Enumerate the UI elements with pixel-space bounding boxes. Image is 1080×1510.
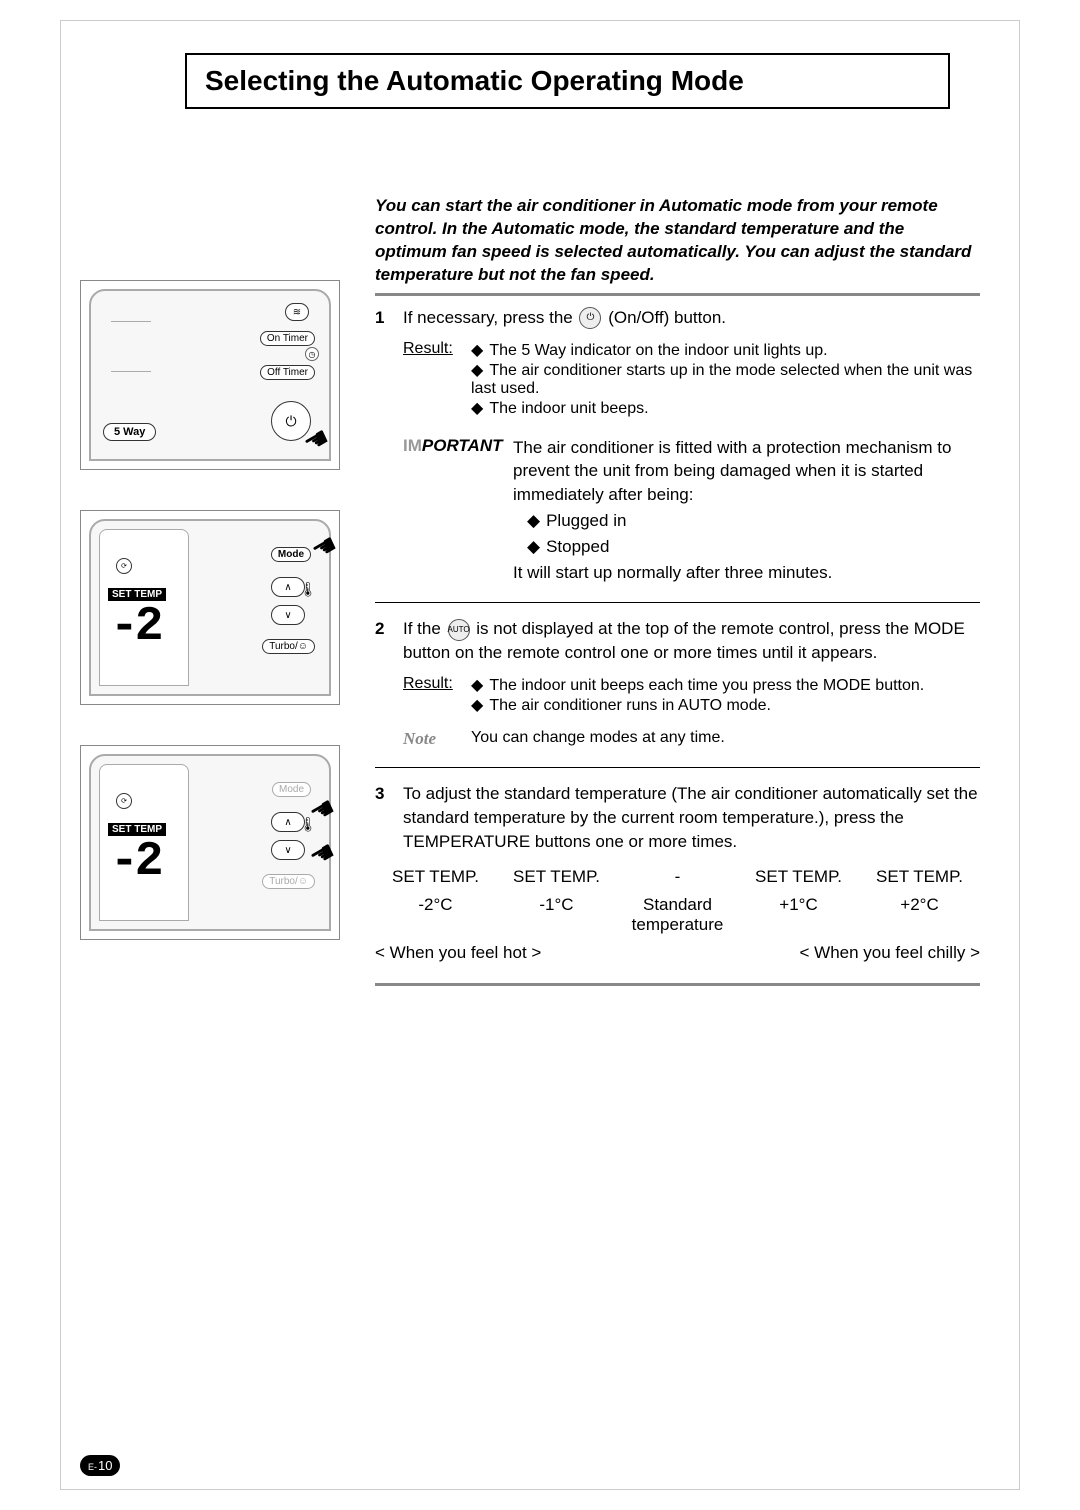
important-body: The air conditioner is fitted with a pro… [513,436,980,585]
table-caption-row: < When you feel hot > < When you feel ch… [375,943,980,963]
turbo-button: Turbo/☺ [262,639,315,654]
bullet: ◆Stopped [513,535,980,559]
step-1-result: Result: ◆The 5 Way indicator on the indo… [375,340,980,418]
auto-icon: ⟳ [116,558,132,574]
remote-display-3: ⟳ SET TEMP -2 [99,764,189,921]
temp-digit: -2 [110,600,160,654]
bullet: ◆The air conditioner starts up in the mo… [471,360,980,398]
bullet: ◆Plugged in [513,509,980,533]
step-3: 3 To adjust the standard temperature (Th… [375,782,980,853]
on-timer-button: On Timer [260,331,315,346]
divider [375,983,980,986]
bullet: ◆The air conditioner runs in AUTO mode. [471,695,980,715]
intro-text: You can start the air conditioner in Aut… [375,195,980,287]
divider [375,293,980,296]
table-cell: -2°C [375,895,496,935]
title-bar: Selecting the Automatic Operating Mode [185,53,950,109]
table-cell: Standard temperature [617,895,738,935]
pointer-hand-icon: ☚ [303,834,341,875]
temp-digit: -2 [110,835,160,889]
important-label: IMPORTANT [403,436,513,585]
pointer-hand-icon: ☚ [305,527,343,568]
instructions: You can start the air conditioner in Aut… [375,195,980,998]
off-timer-button: Off Timer [260,365,315,380]
temp-down-button: ∨ [271,840,305,860]
page-title: Selecting the Automatic Operating Mode [205,65,930,97]
step-1: 1 If necessary, press the ⏻ (On/Off) but… [375,306,980,330]
remote-figure-2: ⟳ SET TEMP -2 Mode ∧ ∨ 🌡 Turbo/☺ ☚ [80,510,340,705]
result-label: Result: [403,340,471,418]
step-2-note: Note You can change modes at any time. [375,729,980,749]
remote-figure-1: ≋ On Timer ◷ Off Timer ⏻ 5 Way ☚ [80,280,340,470]
remote-illustrations: ≋ On Timer ◷ Off Timer ⏻ 5 Way ☚ ⟳ SET T… [80,280,340,980]
remote-figure-3: ⟳ SET TEMP -2 Mode ∧ ∨ 🌡 Turbo/☺ ☚ ☚ [80,745,340,940]
table-header-row: SET TEMP. SET TEMP. - SET TEMP. SET TEMP… [375,867,980,887]
important-block: IMPORTANT The air conditioner is fitted … [375,436,980,585]
bullet: ◆The indoor unit beeps each time you pre… [471,675,980,695]
feel-hot-label: < When you feel hot > [375,943,541,963]
temperature-table: SET TEMP. SET TEMP. - SET TEMP. SET TEMP… [375,867,980,963]
step-body: If necessary, press the ⏻ (On/Off) butto… [403,306,980,330]
result-bullets: ◆The indoor unit beeps each time you pre… [471,675,980,715]
table-cell: - [617,867,738,887]
divider [375,602,980,603]
table-cell: SET TEMP. [496,867,617,887]
remote-display-2: ⟳ SET TEMP -2 [99,529,189,686]
remote-body-3: ⟳ SET TEMP -2 Mode ∧ ∨ 🌡 Turbo/☺ ☚ ☚ [89,754,331,931]
clock-icon: ◷ [305,347,319,361]
step-number: 2 [375,617,403,665]
auto-mode-icon: AUTO [448,619,470,641]
page-number: E-10 [80,1455,120,1476]
step-body: If the AUTO is not displayed at the top … [403,617,980,665]
mode-button-dim: Mode [272,782,311,797]
step-2: 2 If the AUTO is not displayed at the to… [375,617,980,665]
table-cell: SET TEMP. [375,867,496,887]
step-body: To adjust the standard temperature (The … [403,782,980,853]
divider [375,767,980,768]
feel-chilly-label: < When you feel chilly > [800,943,980,963]
power-icon: ⏻ [285,413,296,430]
temp-down-button: ∨ [271,605,305,625]
thermometer-icon: 🌡 [299,581,317,598]
result-label: Result: [403,675,471,715]
note-label: Note [403,729,471,749]
power-icon: ⏻ [579,307,601,329]
bullet: ◆The 5 Way indicator on the indoor unit … [471,340,980,360]
table-cell: +2°C [859,895,980,935]
table-cell: SET TEMP. [859,867,980,887]
remote-body-1: ≋ On Timer ◷ Off Timer ⏻ 5 Way ☚ [89,289,331,461]
table-cell: -1°C [496,895,617,935]
auto-icon: ⟳ [116,793,132,809]
result-bullets: ◆The 5 Way indicator on the indoor unit … [471,340,980,418]
step-2-result: Result: ◆The indoor unit beeps each time… [375,675,980,715]
remote-body-2: ⟳ SET TEMP -2 Mode ∧ ∨ 🌡 Turbo/☺ ☚ [89,519,331,696]
turbo-button-dim: Turbo/☺ [262,874,315,889]
swing-icon: ≋ [285,303,309,321]
table-value-row: -2°C -1°C Standard temperature +1°C +2°C [375,895,980,935]
step-number: 1 [375,306,403,330]
step-number: 3 [375,782,403,853]
note-text: You can change modes at any time. [471,729,725,749]
table-cell: +1°C [738,895,859,935]
bullet: ◆The indoor unit beeps. [471,398,980,418]
five-way-label: 5 Way [103,423,156,441]
table-cell: SET TEMP. [738,867,859,887]
mode-button: Mode [271,547,311,562]
